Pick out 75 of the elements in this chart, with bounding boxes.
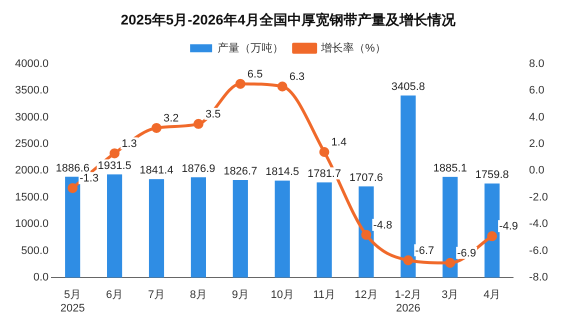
x-tick-label: 11月 [313,289,336,302]
y2-tick-label: 6.0 [529,84,544,97]
data-label: 1876.9 [182,162,216,175]
point [235,78,246,89]
data-label: 1.4 [331,136,347,149]
y2-tick-label: -8.0 [529,272,548,284]
data-label: -4.9 [499,220,518,233]
y-tick-label: 4000.0 [14,58,49,70]
data-label: 1759.8 [475,169,509,182]
bar [148,179,164,278]
y2-tick-label: 0.0 [529,164,544,177]
data-label: 6.5 [247,68,263,80]
data-label: 3.2 [164,112,179,124]
y-tick-label: 1000.0 [14,218,49,230]
data-label: -1.3 [80,172,99,185]
data-label: 1841.4 [140,164,174,177]
data-label: -6.9 [457,247,476,260]
x-tick-label: 4月 [484,289,501,302]
y-tick-label: 2000.0 [14,164,49,177]
data-label: 1885.1 [433,162,467,174]
x-tick-label: 7月 [148,289,166,302]
point [361,230,372,240]
x-tick-label: 3月 [442,289,459,302]
y2-tick-label: 4.0 [529,111,544,124]
bar [400,96,416,278]
y2-tick-label: -4.0 [529,218,548,230]
data-label: 1814.5 [266,166,300,178]
y2-tick-label: 8.0 [529,58,544,70]
point [319,146,330,157]
point [277,82,288,92]
data-label: -6.7 [415,244,434,257]
data-label: -4.8 [373,219,392,232]
y-tick-label: 1500.0 [14,191,49,204]
point [152,122,162,133]
data-label: 3405.8 [391,81,426,94]
bar [232,180,248,278]
y-tick-label: 500.0 [21,244,49,257]
bar [107,174,122,278]
x-tick-label: 10月 [270,289,294,302]
point [110,148,120,158]
bar [442,176,458,278]
x-tick-label: 5月 2025 [60,289,85,314]
bar [316,182,332,278]
data-label: 1886.6 [56,162,90,174]
data-label: 6.3 [289,71,305,84]
y-tick-label: 3500.0 [14,84,49,97]
x-tick-label: 6月 [106,289,124,302]
data-label: 3.5 [205,108,221,120]
data-label: 1.3 [122,138,137,150]
y-tick-label: 3000.0 [14,111,49,124]
data-label: 1781.7 [307,168,342,180]
y2-tick-label: -6.0 [529,244,548,257]
chart-title: 2025年5月-2026年4月全国中厚宽钢带产量及增长情况 [120,11,456,28]
x-tick-label: 12月 [354,289,378,302]
x-tick-label: 8月 [190,289,208,302]
bar [484,184,500,278]
y-tick-label: 2500.0 [14,138,49,150]
y2-tick-label: -2.0 [529,191,548,204]
y-tick-label: 0.0 [33,272,49,284]
legend-label: 产量（万吨） [218,41,284,54]
data-label: 1707.6 [349,172,384,184]
point [403,255,414,266]
bar [274,180,290,278]
point [68,183,78,194]
legend-label: 增长率（%） [320,41,386,54]
bar [65,176,80,278]
point [445,258,456,268]
x-tick-label: 9月 [232,289,249,302]
data-label: 1931.5 [98,160,132,172]
bar [190,177,206,278]
y2-tick-label: 2.0 [529,138,544,150]
point [487,231,498,242]
data-label: 1826.7 [224,165,258,178]
x-tick-label: 1-2月 2026 [394,289,422,314]
point [193,118,204,129]
